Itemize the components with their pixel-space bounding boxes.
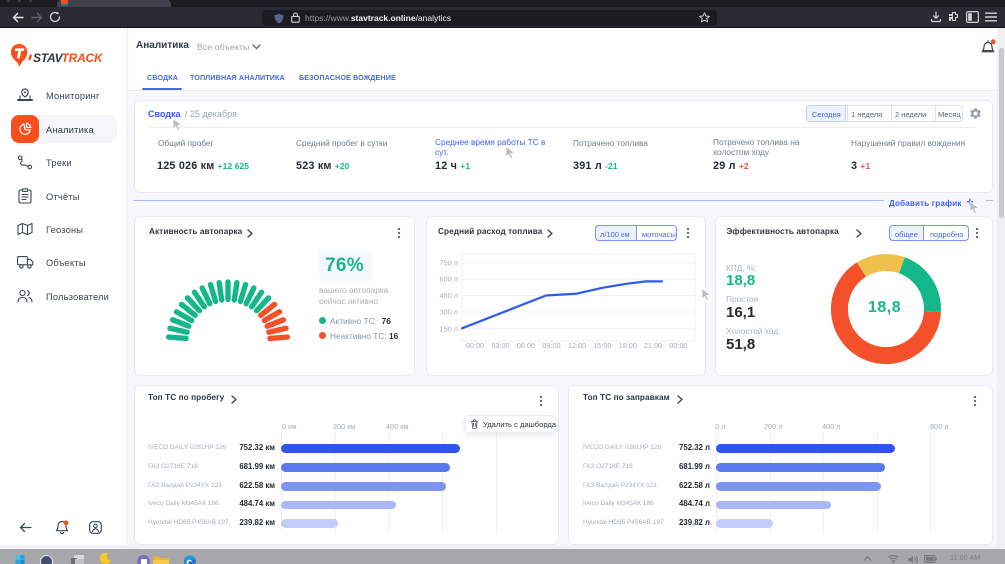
svg-text:STAV: STAV bbox=[33, 51, 64, 65]
svg-text:15:00: 15:00 bbox=[593, 341, 611, 350]
svg-text:600 л: 600 л bbox=[440, 275, 458, 284]
svg-text:00:00: 00:00 bbox=[669, 341, 687, 350]
svg-text:150 л: 150 л bbox=[440, 324, 458, 333]
svg-text:21:00: 21:00 bbox=[644, 341, 662, 350]
svg-text:12:00: 12:00 bbox=[568, 341, 586, 350]
svg-text:03:00: 03:00 bbox=[491, 341, 509, 350]
svg-text:18:00: 18:00 bbox=[619, 341, 637, 350]
svg-text:300 л: 300 л bbox=[440, 308, 458, 317]
svg-text:TRACK: TRACK bbox=[62, 51, 105, 65]
svg-text:06:00: 06:00 bbox=[517, 341, 535, 350]
svg-text:750 л: 750 л bbox=[440, 258, 458, 267]
svg-text:09:00: 09:00 bbox=[542, 341, 560, 350]
svg-text:00:00: 00:00 bbox=[466, 341, 484, 350]
svg-text:450 л: 450 л bbox=[440, 291, 458, 300]
